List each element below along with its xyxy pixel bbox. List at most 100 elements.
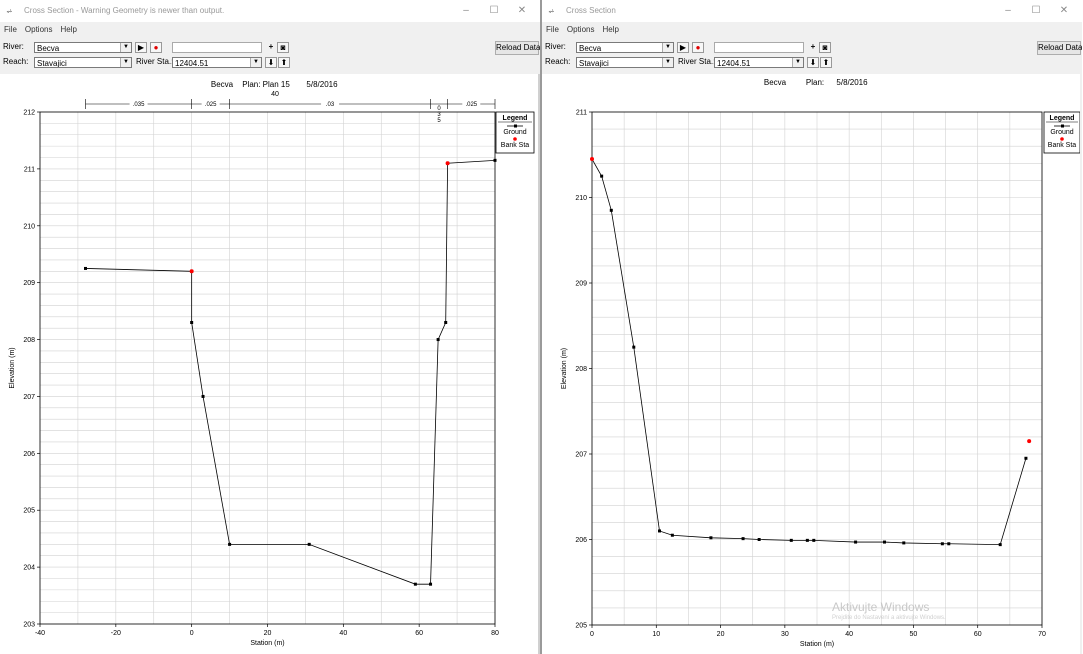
ground-line	[85, 159, 496, 585]
ground-point	[812, 538, 816, 542]
menu-options[interactable]: Options	[24, 25, 53, 34]
menu-options[interactable]: Options	[566, 25, 595, 34]
arrow-down-button[interactable]: ⬇	[265, 57, 277, 68]
ground-point	[854, 540, 858, 544]
reach-select[interactable]: Stavajici ▼	[34, 57, 132, 68]
y-tick-label: 203	[23, 622, 35, 629]
ground-point	[228, 542, 232, 546]
x-tick-label: 50	[910, 631, 918, 638]
x-tick-label: 0	[590, 631, 594, 638]
arrow-up-button[interactable]: ⬆	[278, 57, 290, 68]
mannings-label-bg	[201, 100, 220, 107]
chevron-down-icon: ▼	[662, 58, 673, 67]
arrow-up-button[interactable]: ⬆	[820, 57, 832, 68]
bank-station-point	[189, 269, 194, 274]
y-axis-label: Elevation (m)	[561, 348, 568, 389]
cross-section-plot[interactable]: .035.025.03.025 0 3 5 -40 -20 0 20 40 60 80 203 204…	[0, 74, 538, 654]
x-tick-label: 80	[491, 630, 499, 637]
x-tick-label: 60	[974, 631, 982, 638]
river-label: River:	[3, 42, 24, 51]
arrow-down-button[interactable]: ⬇	[807, 57, 819, 68]
y-tick-label: 204	[23, 565, 35, 572]
camera-icon[interactable]: ◙	[819, 42, 831, 53]
legend: Legend Ground Bank Sta	[495, 111, 535, 154]
chevron-down-icon: ▼	[250, 58, 261, 67]
legend-ground-marker	[1061, 124, 1064, 128]
ground-point	[307, 542, 311, 546]
menu-file[interactable]: File	[4, 25, 17, 34]
ground-line	[591, 158, 1027, 546]
mannings-label-vertical: 0	[437, 106, 441, 112]
chart-title-river: Becva	[764, 78, 787, 87]
status-field[interactable]	[714, 42, 804, 53]
chart-title-date: 5/8/2016	[306, 80, 338, 89]
window-title: Cross Section	[566, 6, 616, 15]
river-select[interactable]: Becva ▼	[34, 42, 132, 53]
legend-ground-label: Ground	[1050, 129, 1073, 136]
reload-data-button[interactable]: Reload Data	[1037, 41, 1082, 55]
close-button[interactable]: ✕	[517, 5, 527, 16]
plus-icon[interactable]: +	[268, 42, 274, 51]
reach-select-value: Stavajici	[37, 59, 67, 68]
river-sta-select[interactable]: 12404.51 ▼	[714, 57, 804, 68]
reload-data-button[interactable]: Reload Data	[495, 41, 540, 55]
reach-select[interactable]: Stavajici ▼	[576, 57, 674, 68]
status-field[interactable]	[172, 42, 262, 53]
ground-point	[805, 538, 809, 542]
title-bar[interactable]: ⩫ Cross Section - Warning Geometry is ne…	[0, 0, 540, 22]
chart-title-plan: Plan:	[806, 78, 824, 87]
ground-point	[789, 538, 793, 542]
minimize-button[interactable]: –	[463, 5, 469, 16]
chevron-down-icon: ▼	[120, 58, 131, 67]
river-select[interactable]: Becva ▼	[576, 42, 674, 53]
ground-point	[436, 338, 440, 342]
legend-bank-marker	[513, 137, 517, 141]
ground-point	[609, 208, 613, 212]
ground-point	[444, 320, 448, 324]
bank-station-point	[1027, 439, 1032, 444]
x-tick-label: 20	[717, 631, 725, 638]
app-icon: ⩫	[6, 7, 13, 16]
menu-help[interactable]: Help	[602, 25, 619, 34]
ground-point	[632, 345, 636, 349]
ground-point	[84, 266, 87, 270]
legend-ground-marker	[514, 124, 517, 128]
cross-section-window-right: ⩫ Cross Section – ☐ ✕ File Options Help …	[542, 0, 1082, 654]
plus-icon[interactable]: +	[810, 42, 816, 51]
x-axis-label: Station (m)	[800, 641, 834, 648]
legend-title: Legend	[1050, 115, 1075, 122]
maximize-button[interactable]: ☐	[1031, 5, 1041, 16]
legend-title: Legend	[503, 115, 528, 122]
ground-point	[998, 543, 1002, 547]
y-tick-label: 205	[575, 623, 587, 630]
title-bar[interactable]: ⩫ Cross Section – ☐ ✕	[542, 0, 1082, 22]
vertical-scrollbar[interactable]	[538, 74, 540, 654]
record-button[interactable]: ●	[692, 42, 704, 53]
cross-section-window-left: ⩫ Cross Section - Warning Geometry is ne…	[0, 0, 540, 654]
ground-point	[658, 529, 661, 533]
menu-file[interactable]: File	[546, 25, 559, 34]
river-select-value: Becva	[579, 44, 602, 53]
river-select-value: Becva	[37, 44, 60, 53]
record-button[interactable]: ●	[150, 42, 162, 53]
river-sta-label: River Sta.:	[678, 57, 716, 66]
ground-point	[709, 536, 713, 540]
y-tick-label: 206	[575, 537, 587, 544]
x-tick-label: 70	[1038, 631, 1046, 638]
play-button[interactable]: ▶	[135, 42, 147, 53]
activation-watermark-sub: Prejdite do Nastavení a aktivujte Window…	[832, 615, 946, 621]
cross-section-plot[interactable]: 0 10 20 30 40 50 60 70 205 206 207 208 209 210 211 Stat…	[542, 74, 1080, 654]
x-tick-label: -20	[111, 630, 121, 637]
menu-help[interactable]: Help	[60, 25, 77, 34]
river-sta-select[interactable]: 12404.51 ▼	[172, 57, 262, 68]
play-button[interactable]: ▶	[677, 42, 689, 53]
mannings-label-vertical: 5	[437, 118, 441, 124]
y-tick-label: 208	[23, 337, 35, 344]
maximize-button[interactable]: ☐	[489, 5, 499, 16]
y-tick-label: 209	[575, 281, 587, 288]
ground-point	[201, 394, 205, 398]
x-tick-label: 40	[339, 630, 347, 637]
close-button[interactable]: ✕	[1059, 5, 1069, 16]
minimize-button[interactable]: –	[1005, 5, 1011, 16]
camera-icon[interactable]: ◙	[277, 42, 289, 53]
